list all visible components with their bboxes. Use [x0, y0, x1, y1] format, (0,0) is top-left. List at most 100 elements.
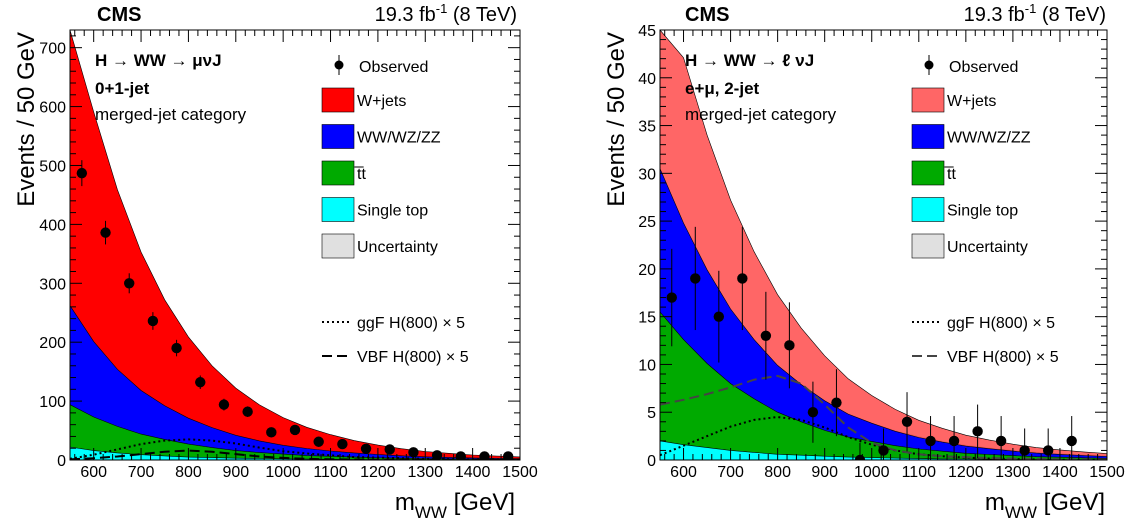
- y-tick-label: 15: [638, 310, 656, 327]
- single-top-area: [70, 447, 520, 460]
- data-point: [242, 406, 253, 417]
- data-point: [313, 436, 324, 447]
- plot-area: [660, 30, 1107, 460]
- y-tick-label: 45: [638, 23, 656, 40]
- x-tick-label: 1100: [313, 464, 348, 481]
- y-tick-label: 100: [39, 394, 66, 411]
- x-tick-label: 1000: [265, 464, 301, 481]
- experiment-label: CMS: [97, 4, 141, 26]
- data-point: [831, 397, 842, 408]
- legend-swatch-4: [321, 197, 355, 222]
- data-point: [737, 273, 748, 284]
- legend-entry-label: W+jets: [357, 93, 406, 110]
- legend: Observed W+jets WW/WZ/ZZ t̅t Single top Uncer…: [321, 55, 469, 366]
- legend-swatch-4: [911, 197, 945, 222]
- data-point: [760, 330, 772, 341]
- legend-observed-marker: [334, 60, 344, 70]
- data-point: [878, 445, 889, 456]
- x-axis-label-unit: [GeV]: [447, 489, 515, 516]
- category-label: 0+1-jet: [95, 79, 150, 98]
- y-tick-label: 600: [39, 100, 66, 117]
- data-point: [1066, 435, 1077, 447]
- legend-entry-label: W+jets: [947, 93, 996, 110]
- plot-frame: [69, 29, 521, 461]
- data-point: [1042, 445, 1054, 456]
- x-tick-label: 700: [717, 464, 744, 481]
- x-tick-label: 800: [175, 464, 202, 481]
- legend-observed-label: Observed: [949, 59, 1018, 76]
- data-point: [690, 273, 701, 284]
- x-axis-label: mWW [GeV]: [985, 489, 1105, 522]
- wjets-area: [660, 30, 1107, 457]
- ttbar-area: [660, 311, 1107, 460]
- process-title: H → WW → μνJ: [95, 51, 222, 70]
- x-tick-label: 600: [670, 464, 697, 481]
- x-tick-label: 900: [222, 464, 249, 481]
- stack-boundary-3: [660, 168, 1107, 457]
- y-tick-label: 500: [39, 158, 66, 175]
- legend-swatch-1: [911, 87, 945, 113]
- legend-signal-label: VBF H(800) × 5: [947, 349, 1059, 366]
- chart-panel-2: 600 700 800 900 1000 1100 1200 1300 1400 1500 0 5 10…: [603, 1, 1125, 522]
- x-tick-label: 1400: [455, 464, 491, 481]
- y-tick-label: 20: [638, 262, 656, 279]
- legend-swatch-3: [911, 160, 945, 186]
- data-point: [289, 424, 301, 436]
- x-tick-label: 900: [811, 464, 838, 481]
- stack-boundary-4: [70, 30, 520, 458]
- x-axis-label-unit: [GeV]: [1037, 489, 1105, 516]
- legend-entry-label: t̅t: [944, 166, 956, 183]
- legend: Observed W+jets WW/WZ/ZZ t̅t Single top Uncer…: [911, 55, 1059, 366]
- y-tick-label: 35: [638, 119, 656, 136]
- data-point: [408, 447, 419, 458]
- legend-swatch-5: [321, 233, 355, 259]
- ggf-signal-curve: [660, 415, 1107, 460]
- x-axis-label: mWW [GeV]: [395, 489, 515, 522]
- legend-entry-label: Uncertainty: [357, 239, 438, 256]
- data-point: [948, 435, 960, 447]
- y-tick-label: 40: [638, 71, 656, 88]
- single-top-area: [660, 440, 1107, 460]
- category-sublabel: merged-jet category: [95, 105, 247, 124]
- ggf-signal-curve: [70, 438, 520, 460]
- lumi-value: 19.3 fb: [375, 4, 436, 26]
- data-point: [901, 416, 913, 427]
- y-axis-label: Events / 50 GeV: [603, 32, 630, 207]
- x-tick-label: 1300: [995, 464, 1031, 481]
- data-point: [972, 426, 983, 437]
- y-tick-label: 400: [39, 217, 66, 234]
- x-tick-label: 1500: [1089, 464, 1125, 481]
- y-tick-label: 700: [39, 41, 66, 58]
- ttbar-area: [70, 404, 520, 460]
- data-point: [76, 167, 88, 179]
- x-tick-label: 1500: [502, 464, 538, 481]
- legend-observed-label: Observed: [359, 59, 428, 76]
- data-point: [1019, 445, 1030, 456]
- data-point: [807, 407, 819, 418]
- x-tick-label: 1200: [948, 464, 984, 481]
- y-tick-label: 25: [638, 214, 656, 231]
- y-axis-label: Events / 50 GeV: [13, 32, 40, 207]
- data-point: [100, 227, 111, 238]
- data-point: [925, 435, 936, 447]
- stack-boundary-2: [70, 404, 520, 460]
- luminosity-label: 19.3 fb-1 (8 TeV): [375, 1, 517, 26]
- legend-swatch-5: [911, 233, 945, 259]
- legend-swatch-2: [321, 124, 355, 149]
- diboson-area: [660, 168, 1107, 459]
- data-point: [360, 443, 372, 455]
- legend-signal-label: ggF H(800) × 5: [947, 315, 1055, 332]
- y-tick-label: 200: [39, 335, 66, 352]
- x-tick-label: 1200: [360, 464, 396, 481]
- x-tick-label: 1000: [854, 464, 890, 481]
- legend-swatch-2: [911, 124, 945, 149]
- data-point: [666, 292, 677, 303]
- data-point: [784, 340, 795, 351]
- data-point: [124, 278, 135, 289]
- stack-boundary-3: [70, 305, 520, 459]
- plot-frame: [659, 29, 1108, 461]
- x-axis-label-sub: WW: [1005, 503, 1037, 522]
- vbf-signal-curve: [660, 374, 1107, 460]
- legend-entry-label: Single top: [947, 203, 1018, 220]
